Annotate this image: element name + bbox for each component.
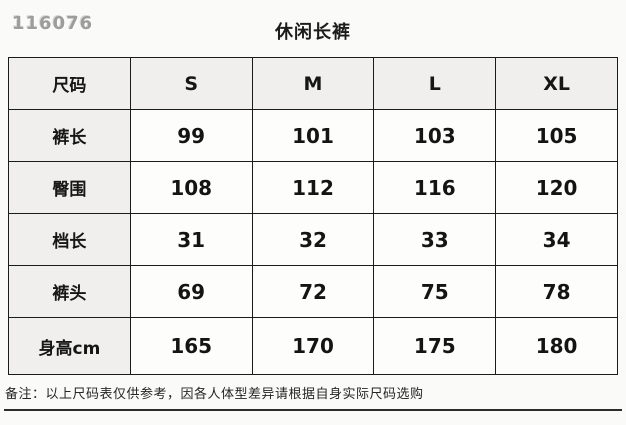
row-label: 裤长: [8, 109, 131, 162]
page-title: 休闲长裤: [275, 22, 351, 43]
header-cell-size-label: 尺码: [8, 57, 131, 110]
cell-value: 112: [251, 161, 375, 214]
cell-value: 32: [251, 213, 375, 266]
cell-value: 116: [373, 161, 497, 214]
header-cell-l: L: [373, 57, 497, 110]
note-text: 备注：以上尺码表仅供参考，因各人体型差异请根据自身实际尺码选购: [5, 387, 424, 402]
cell-value: 34: [495, 213, 618, 266]
cell-value: 99: [129, 109, 253, 162]
cell-value: 175: [373, 317, 497, 375]
size-table: 尺码 S M L XL 裤长 99 101 103 105 臀围 108 112…: [8, 57, 618, 375]
cell-value: 180: [495, 317, 618, 375]
cell-value: 120: [495, 161, 618, 214]
cell-value: 78: [495, 265, 618, 318]
row-label: 身高cm: [8, 317, 131, 375]
row-label: 裤头: [8, 265, 131, 318]
table-row-pants-length: 裤长 99 101 103 105: [8, 109, 618, 162]
cell-value: 103: [373, 109, 497, 162]
header-cell-s: S: [129, 57, 253, 110]
cell-value: 101: [251, 109, 375, 162]
table-row-height: 身高cm 165 170 175 180: [8, 317, 618, 375]
table-row-hip: 臀围 108 112 116 120: [8, 161, 618, 214]
table-row-waistband: 裤头 69 72 75 78: [8, 265, 618, 318]
bottom-divider: [4, 409, 622, 411]
cell-value: 108: [129, 161, 253, 214]
cell-value: 165: [129, 317, 253, 375]
cell-value: 105: [495, 109, 618, 162]
header-cell-xl: XL: [495, 57, 618, 110]
row-label: 臀围: [8, 161, 131, 214]
cell-value: 170: [251, 317, 375, 375]
cell-value: 75: [373, 265, 497, 318]
cell-value: 31: [129, 213, 253, 266]
header-cell-m: M: [251, 57, 375, 110]
row-label: 档长: [8, 213, 131, 266]
table-header-row: 尺码 S M L XL: [8, 57, 618, 110]
cell-value: 33: [373, 213, 497, 266]
cell-value: 72: [251, 265, 375, 318]
watermark-id: 116076: [12, 13, 94, 34]
cell-value: 69: [129, 265, 253, 318]
table-row-crotch-length: 档长 31 32 33 34: [8, 213, 618, 266]
